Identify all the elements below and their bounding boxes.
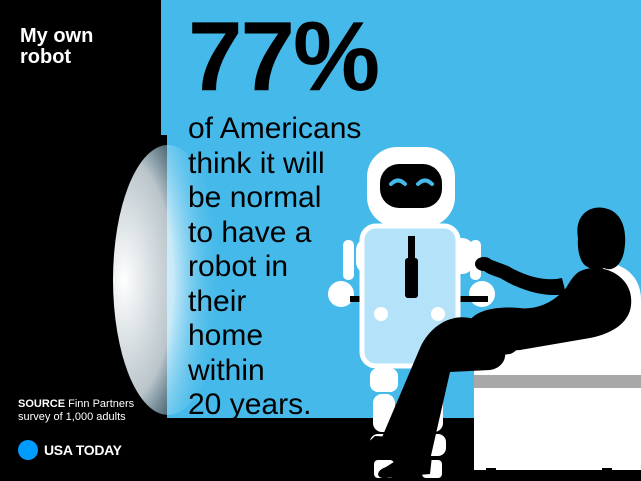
- statement-line: of Americans: [188, 112, 362, 145]
- chair-right-leg: [602, 468, 612, 481]
- man-head: [577, 207, 626, 272]
- source-text-line-1: Finn Partners: [68, 398, 135, 410]
- usa-today-logo: USA TODAY: [18, 440, 122, 460]
- man-icon: [353, 207, 632, 479]
- robot-left-eye: [389, 178, 407, 186]
- tv-icon: [113, 135, 223, 420]
- man-arm: [481, 259, 566, 296]
- bottle-neck: [408, 236, 415, 260]
- source-text-line-2: survey of 1,000 adults: [18, 411, 126, 423]
- robot-left-hip: [370, 368, 398, 392]
- source-label: SOURCE: [18, 398, 66, 410]
- robot-face: [380, 164, 442, 208]
- stat-value: 77%: [188, 1, 380, 111]
- robot-left-joint: [374, 307, 388, 321]
- robot-left-hand: [328, 281, 354, 307]
- statement-line: within: [188, 353, 265, 387]
- source-note: SOURCE Finn Partners survey of 1,000 adu…: [18, 398, 158, 424]
- logo-text: USA TODAY: [44, 442, 122, 458]
- statement-line: home: [188, 319, 264, 352]
- robot-right-joint: [431, 307, 445, 321]
- statement-line: robot in: [188, 250, 289, 283]
- bottle-icon: [405, 258, 418, 298]
- chair-left-leg: [486, 468, 496, 481]
- robot-icon: [328, 147, 495, 478]
- headline-line-1: My own: [20, 25, 94, 47]
- statement-line: their: [188, 284, 247, 318]
- statement-line: think it will: [188, 146, 325, 180]
- robot-right-hand: [469, 281, 495, 307]
- robot-right-eye: [416, 178, 434, 186]
- man-lower-leg: [402, 344, 506, 464]
- headline-line-2: robot: [20, 46, 72, 68]
- chair-stripe: [474, 375, 641, 388]
- man-hand: [475, 257, 493, 271]
- logo-dot-icon: [18, 440, 38, 460]
- tv-glow: [113, 145, 223, 415]
- statement-line: 20 years.: [188, 388, 312, 421]
- headline: My own robot: [20, 26, 150, 68]
- man-back-foot: [378, 456, 432, 479]
- statement-line: be normal: [188, 181, 322, 214]
- statement-line: to have a: [188, 215, 312, 249]
- statement: of Americans think it will be normal to …: [188, 112, 398, 423]
- robot-right-upper-arm: [470, 240, 481, 280]
- man-front-foot: [353, 436, 408, 463]
- robot-left-upper-arm: [343, 240, 354, 280]
